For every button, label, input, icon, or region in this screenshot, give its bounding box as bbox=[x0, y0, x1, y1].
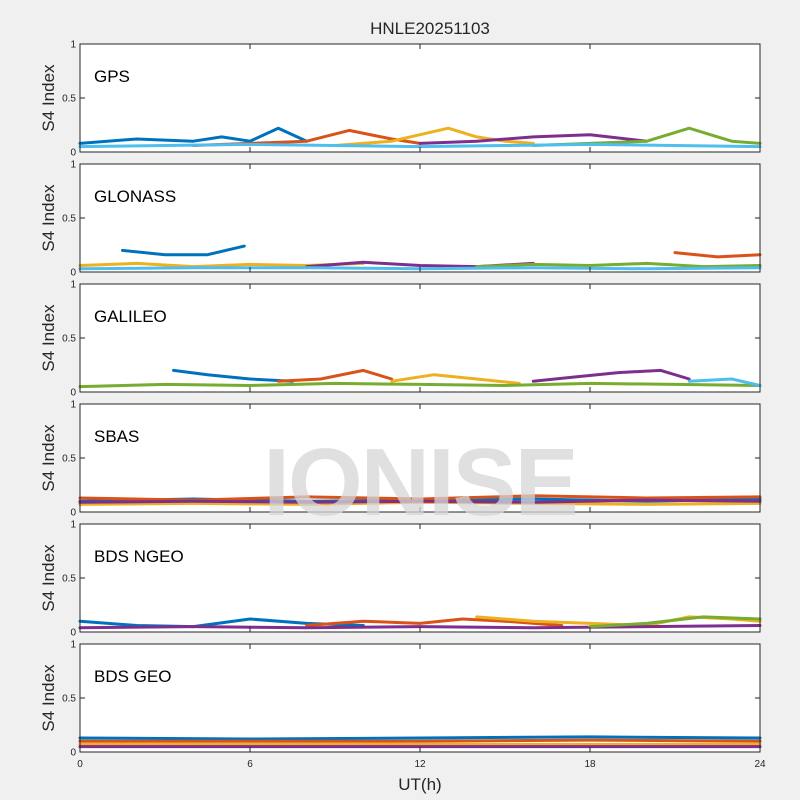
y-tick-label: 1 bbox=[70, 400, 76, 411]
x-tick-label: 24 bbox=[754, 759, 766, 770]
y-tick-label: 1 bbox=[70, 640, 76, 651]
series-line bbox=[418, 133, 649, 145]
y-axis-label: S4 Index bbox=[39, 544, 58, 612]
series-line bbox=[78, 381, 762, 389]
series-line bbox=[78, 735, 762, 741]
panel-sbas: 0 0.5 1 S4 Index SBAS bbox=[39, 400, 762, 519]
x-tick-label: 6 bbox=[247, 759, 253, 770]
y-tick-label: 0.5 bbox=[62, 574, 76, 585]
y-tick-label: 0.5 bbox=[62, 94, 76, 105]
series-line bbox=[390, 373, 521, 385]
plot-area bbox=[80, 644, 760, 752]
panel-label: GLONASS bbox=[94, 187, 176, 206]
series-line bbox=[673, 251, 762, 259]
series-line bbox=[78, 624, 762, 630]
series-line bbox=[588, 615, 762, 629]
y-tick-label: 0 bbox=[70, 268, 76, 279]
series-line bbox=[305, 617, 564, 627]
panel-gps: 0 0.5 1 S4 Index GPS bbox=[39, 40, 762, 159]
y-tick-label: 0.5 bbox=[62, 214, 76, 225]
panel-bds-geo: 0 0.5 1 0 6 12 18 24 S4 Index BDS GEO bbox=[39, 640, 766, 771]
y-axis-label: S4 Index bbox=[39, 664, 58, 732]
panel-label: BDS NGEO bbox=[94, 547, 184, 566]
series-line bbox=[78, 126, 309, 145]
y-tick-label: 0 bbox=[70, 508, 76, 519]
figure-title: HNLE20251103 bbox=[370, 19, 490, 38]
series-line bbox=[687, 377, 762, 387]
y-tick-label: 1 bbox=[70, 520, 76, 531]
panel-label: GALILEO bbox=[94, 307, 167, 326]
series-line bbox=[333, 126, 535, 147]
series-line bbox=[172, 368, 294, 383]
y-axis-label: S4 Index bbox=[39, 304, 58, 372]
series-line bbox=[276, 368, 394, 383]
panel-galileo: 0 0.5 1 S4 Index GALILEO bbox=[39, 280, 762, 399]
panel-label: SBAS bbox=[94, 427, 139, 446]
watermark-text: IONISE bbox=[263, 429, 576, 536]
y-axis-label: S4 Index bbox=[39, 64, 58, 132]
y-tick-label: 1 bbox=[70, 40, 76, 51]
series-line bbox=[78, 142, 762, 149]
panel-glonass: 0 0.5 1 S4 Index GLONASS bbox=[39, 160, 762, 279]
plot-area bbox=[80, 404, 760, 512]
y-axis-label: S4 Index bbox=[39, 424, 58, 492]
y-tick-label: 0 bbox=[70, 628, 76, 639]
x-tick-label: 12 bbox=[414, 759, 426, 770]
panel-bds-ngeo: 0 0.5 1 S4 Index BDS NGEO bbox=[39, 520, 762, 639]
y-tick-label: 0.5 bbox=[62, 454, 76, 465]
series-line bbox=[121, 244, 246, 257]
x-tick-label: 18 bbox=[584, 759, 596, 770]
y-tick-label: 0.5 bbox=[62, 334, 76, 345]
y-axis-label: S4 Index bbox=[39, 184, 58, 252]
y-tick-label: 0.5 bbox=[62, 694, 76, 705]
series-line bbox=[78, 498, 762, 504]
series-line bbox=[531, 368, 691, 383]
y-tick-label: 1 bbox=[70, 280, 76, 291]
panel-label: GPS bbox=[94, 67, 130, 86]
x-tick-label: 0 bbox=[77, 759, 83, 770]
panel-label: BDS GEO bbox=[94, 667, 171, 686]
y-tick-label: 0 bbox=[70, 748, 76, 759]
panels: 0 0.5 1 S4 Index GPS 0 0.5 1 S4 Index GLONASS 0 0.5… bbox=[39, 40, 766, 771]
y-tick-label: 0 bbox=[70, 388, 76, 399]
plot-area bbox=[80, 524, 760, 632]
x-axis-label: UT(h) bbox=[398, 775, 441, 794]
y-tick-label: 0 bbox=[70, 148, 76, 159]
series-line bbox=[78, 738, 762, 743]
y-tick-label: 1 bbox=[70, 160, 76, 171]
series-line bbox=[475, 261, 762, 269]
